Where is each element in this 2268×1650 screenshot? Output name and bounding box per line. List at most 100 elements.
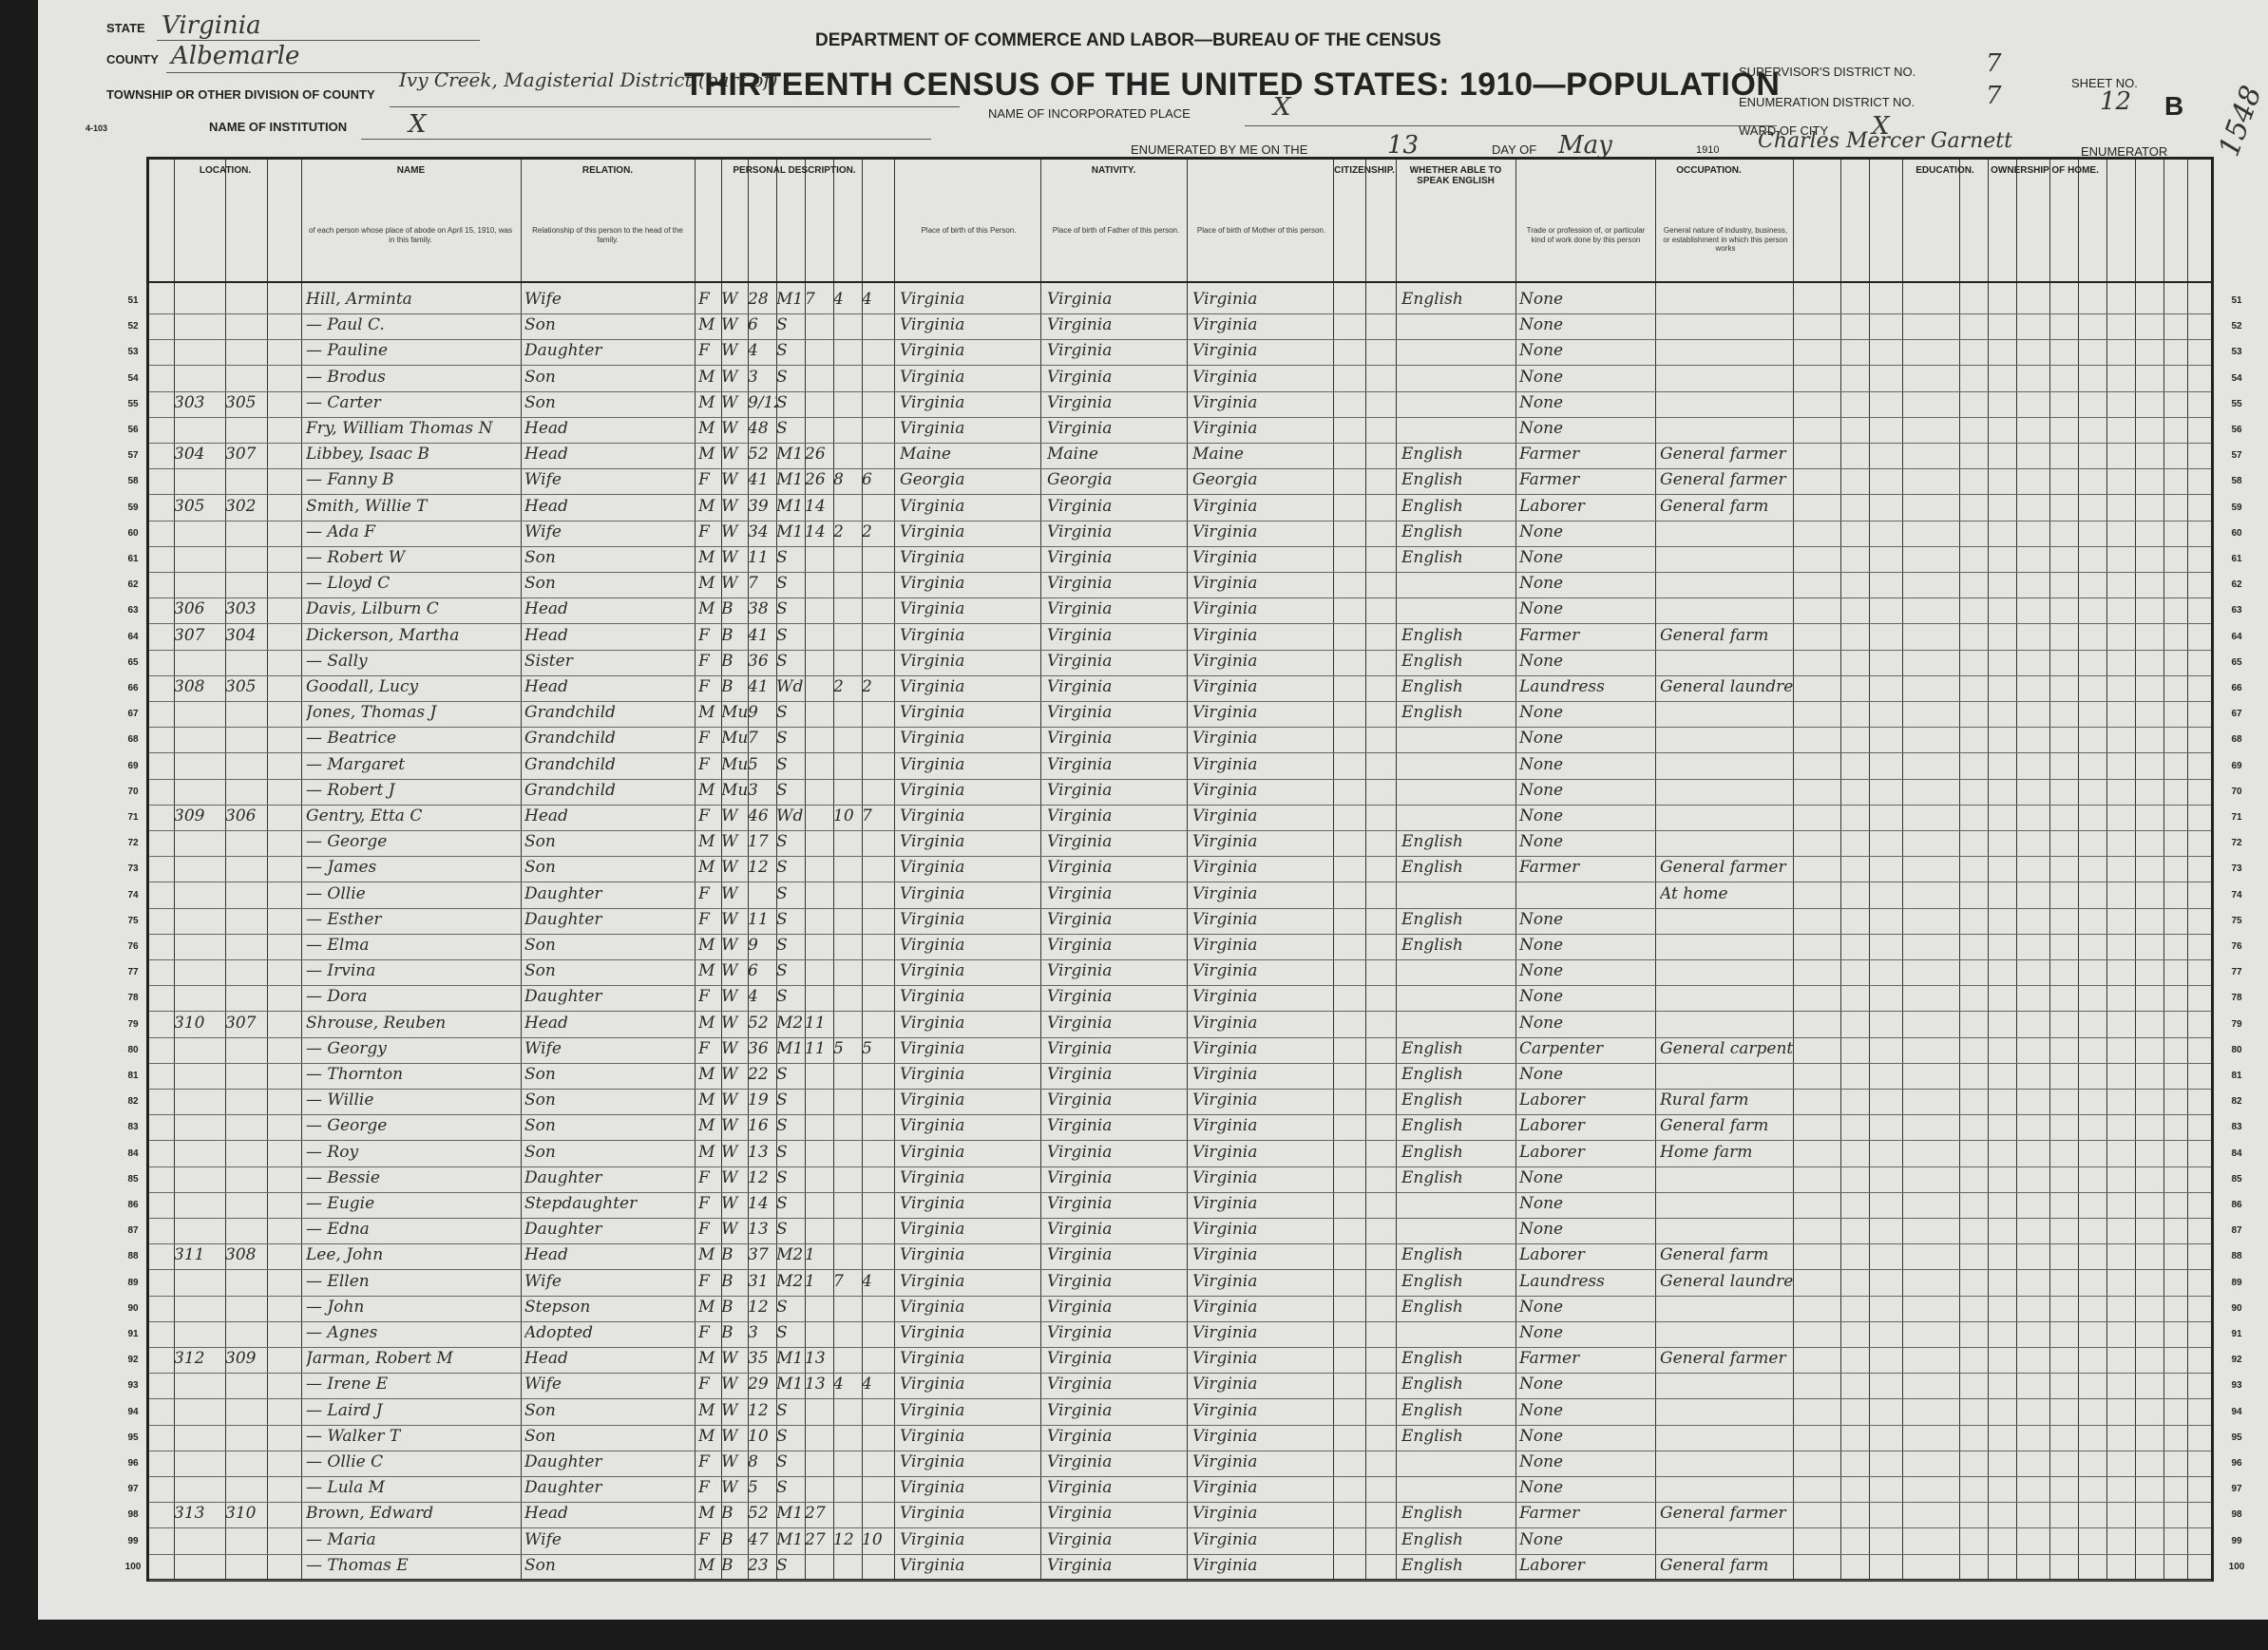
cell-mbp: Virginia [1192,832,1258,852]
table-row: 311 308 Lee, John Head M B 37 M2 1 Virginia Virgin… [149,1243,2211,1271]
column-subheader-relation-sub: Relationship of this person to the head … [532,226,683,244]
table-row: 303 305 — Carter Son MW 9/12S Virginia Virginia… [149,391,2211,418]
line-number-right: 63 [2231,605,2242,616]
column-header-name: Name [396,165,426,176]
cell-sex: M [698,419,715,438]
cell-mbp: Virginia [1192,703,1258,723]
cell-name: Libbey, Isaac B [306,445,429,465]
cell-marital: S [776,548,788,567]
cell-trade: None [1519,1452,1564,1471]
table-row: — Thomas E Son M B 23 S Virginia Virginia Virgin… [149,1554,2211,1581]
cell-trade: None [1519,367,1564,387]
line-number-right: 90 [2231,1302,2242,1314]
cell-dwelling: 306 [174,599,205,619]
cell-race: B [721,1245,734,1265]
column-rule [1959,160,1960,1579]
cell-marital: S [776,1167,788,1187]
cell-marital: S [776,315,788,335]
cell-race: W [721,548,738,567]
cell-lang: English [1401,651,1463,671]
cell-marital: M1 [776,470,804,490]
cell-bp: Virginia [900,341,965,361]
cell-relation: Wife [524,522,562,541]
cell-race: W [721,496,738,516]
table-row: — Beatrice Grandchild F Mu 7 S Virginia Virgini… [149,727,2211,754]
cell-mbp: Georgia [1192,470,1258,490]
cell-age: 19 [748,1091,769,1110]
cell-industry: General farm [1660,625,1769,645]
column-rule [2078,160,2079,1579]
cell-name: — Irvina [306,961,376,981]
cell-sex: M [698,936,715,955]
cell-name: — Sally [306,651,368,671]
column-rule [776,160,777,1579]
cell-name: — Robert J [306,780,395,800]
cell-mbp: Virginia [1192,1091,1258,1110]
cell-name: — Ellen [306,1271,370,1291]
cell-name: Smith, Willie T [306,496,428,516]
cell-age: 12 [748,1297,769,1317]
cell-trade: Laborer [1519,496,1585,516]
cell-fbp: Virginia [1047,909,1113,929]
cell-mbp: Virginia [1192,419,1258,438]
cell-sex: F [698,651,710,671]
cell-age: 4 [748,987,758,1007]
cell-relation: Daughter [524,1167,602,1187]
cell-marital: S [776,883,788,903]
line-number-left: 56 [127,425,139,435]
cell-sex: F [698,1194,710,1213]
column-rule [521,160,522,1579]
cell-fbp: Virginia [1047,754,1113,774]
cell-mbp: Virginia [1192,1529,1258,1549]
cell-marital: S [776,1194,788,1213]
ward-label: Ward of city [1739,123,1829,138]
cell-mbp: Virginia [1192,1323,1258,1342]
cell-bp: Virginia [900,496,965,516]
cell-mbp: Virginia [1192,367,1258,387]
cell-race: W [721,1116,738,1136]
cell-race: W [721,419,738,438]
table-row: 306 303 Davis, Lilburn C Head M B 38 S Virginia V… [149,597,2211,625]
cell-name: — Georgy [306,1038,387,1058]
line-number-right: 79 [2231,1018,2242,1030]
cell-marital: S [776,367,788,387]
cell-fbp: Virginia [1047,1297,1113,1317]
cell-age: 11 [748,548,769,567]
cell-name: — Lloyd C [306,574,391,594]
cell-bp: Virginia [900,1426,965,1446]
cell-fbp: Virginia [1047,1142,1113,1162]
cell-age: 47 [748,1529,769,1549]
table-row: — Elma Son M W 9 S Virginia Virginia Virginia Eng… [149,934,2211,960]
cell-trade: None [1519,703,1564,723]
cell-dwelling: 308 [174,677,205,696]
cell-relation: Head [524,677,568,696]
table-row: — Laird J Son M W 12 S Virginia Virginia Virgini… [149,1399,2211,1426]
cell-sex: M [698,703,715,723]
cell-fbp: Virginia [1047,1529,1113,1549]
cell-sex: M [698,1116,715,1136]
table-row: — Walker T Son M W 10 S Virginia Virginia Virgin… [149,1425,2211,1451]
cell-mbp: Virginia [1192,290,1258,309]
cell-race: B [721,625,734,645]
cell-sex: M [698,1504,715,1524]
cell-trade: None [1519,1323,1564,1342]
cell-mbp: Virginia [1192,1426,1258,1446]
cell-race: W [721,315,738,335]
cell-trade: Farmer [1519,1504,1580,1524]
cell-living: 6 [862,470,872,490]
line-number-right: 94 [2231,1406,2242,1417]
table-row: — Ellen Wife F B 31 M2 1 7 4 Virginia Virginia Virg… [149,1270,2211,1297]
cell-sex: M [698,1297,715,1317]
cell-age: 12 [748,1400,769,1420]
cell-bp: Virginia [900,1116,965,1136]
cell-sex: F [698,522,710,541]
cell-age: 29 [748,1375,769,1394]
cell-trade: None [1519,987,1564,1007]
cell-age: 5 [748,754,758,774]
cell-trade: Laborer [1519,1116,1585,1136]
cell-bp: Virginia [900,599,965,619]
cell-lang: English [1401,1245,1463,1265]
table-row: — Roy Son M W 13 S Virginia Virginia Virginia Eng… [149,1141,2211,1167]
cell-age: 48 [748,419,769,438]
cell-name: — Ollie C [306,1452,384,1471]
